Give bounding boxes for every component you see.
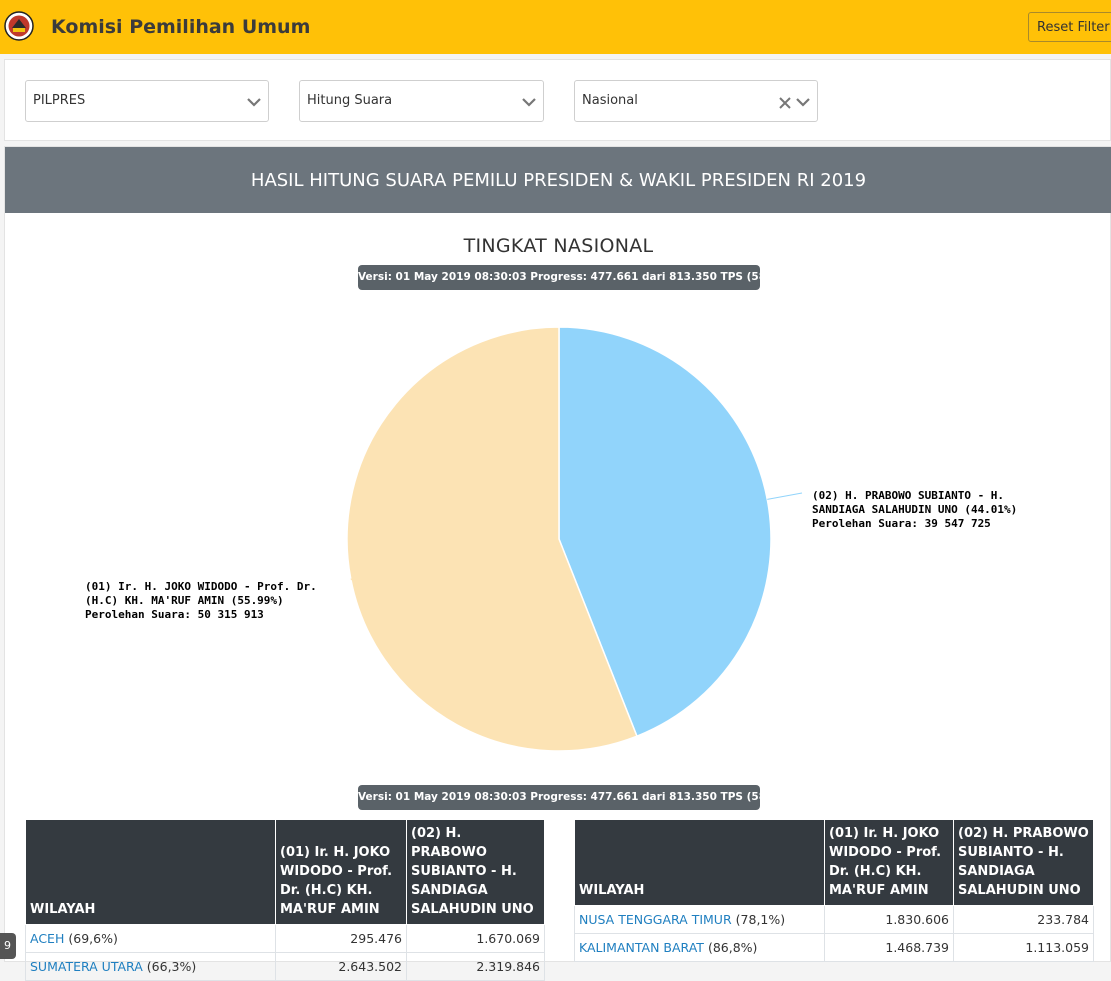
kpu-logo-icon [4, 11, 34, 41]
version-badge: Versi: 01 May 2019 08:30:03 Progress: 47… [358, 265, 822, 290]
region-link[interactable]: SUMATERA UTARA [30, 959, 143, 974]
region-select[interactable]: Nasional [574, 80, 818, 122]
header-wilayah[interactable]: WILAYAH [25, 819, 276, 925]
header-01-line: (01) Ir. H. JOKO [280, 845, 391, 860]
table-row: NUSA TENGGARA TIMUR (78,1%) 1.830.606 233… [574, 905, 1094, 934]
header-02-line: SUBIANTO - H. [958, 845, 1064, 860]
region-link[interactable]: ACEH [30, 931, 65, 946]
pie-chart [346, 326, 803, 752]
slice-label-02-line3: Perolehan Suara: 39 547 725 [812, 517, 991, 530]
pie-slice-02[interactable] [558, 326, 772, 738]
region-percent: (78,1%) [735, 912, 786, 927]
table-row: KALIMANTAN BARAT (86,8%) 1.468.739 1.113.… [574, 933, 1094, 962]
header-02-line: (02) H. PRABOWO [958, 826, 1089, 841]
panel-title: HASIL HITUNG SUARA PEMILU PRESIDEN & WAK… [5, 147, 1111, 213]
header-wilayah[interactable]: WILAYAH [574, 819, 825, 906]
slice-label-01-line3: Perolehan Suara: 50 315 913 [85, 608, 264, 621]
header-candidate-01[interactable]: (01) Ir. H. JOKO WIDODO - Prof. Dr. (H.C… [824, 819, 954, 906]
votes-01: 2.643.502 [275, 952, 407, 981]
clear-icon[interactable] [779, 97, 791, 109]
mode-select[interactable]: Hitung Suara [299, 80, 544, 122]
leader-line [767, 492, 803, 500]
region-select-value: Nasional [582, 93, 638, 108]
region-percent: (69,6%) [68, 931, 118, 946]
votes-02: 2.319.846 [406, 952, 545, 981]
table-header-row: WILAYAH (01) Ir. H. JOKO WIDODO - Prof. … [25, 819, 545, 925]
slice-label-02: (02) H. PRABOWO SUBIANTO - H. SANDIAGA S… [812, 489, 1017, 531]
header-candidate-02[interactable]: (02) H. PRABOWO SUBIANTO - H. SANDIAGA S… [406, 819, 545, 925]
results-panel: HASIL HITUNG SUARA PEMILU PRESIDEN & WAK… [4, 146, 1111, 981]
header-01-line: MA'RUF AMIN [829, 883, 929, 898]
table-header-row: WILAYAH (01) Ir. H. JOKO WIDODO - Prof. … [574, 819, 1094, 906]
chart-title: TINGKAT NASIONAL [463, 235, 654, 257]
header-01-line: WIDODO - Prof. [280, 864, 393, 879]
header-candidate-02[interactable]: (02) H. PRABOWO SUBIANTO - H. SANDIAGA S… [953, 819, 1094, 906]
top-navbar: Komisi Pemilihan Umum Reset Filter [0, 0, 1111, 54]
leader-line [350, 578, 353, 581]
header-01-line: (01) Ir. H. JOKO [829, 826, 940, 841]
side-tab-button[interactable]: 9 [0, 933, 16, 959]
votes-01: 1.468.739 [824, 933, 954, 962]
header-02-line: SALAHUDIN UNO [958, 883, 1081, 898]
votes-01: 1.830.606 [824, 905, 954, 934]
results-table-right: WILAYAH (01) Ir. H. JOKO WIDODO - Prof. … [574, 819, 1094, 962]
election-select[interactable]: PILPRES [25, 80, 269, 122]
mode-select-value: Hitung Suara [307, 93, 393, 108]
header-candidate-01[interactable]: (01) Ir. H. JOKO WIDODO - Prof. Dr. (H.C… [275, 819, 407, 925]
region-link[interactable]: KALIMANTAN BARAT [579, 940, 704, 955]
brand-title[interactable]: Komisi Pemilihan Umum [51, 16, 311, 38]
chevron-down-icon [796, 98, 810, 107]
region-percent: (66,3%) [146, 959, 197, 974]
region-link[interactable]: NUSA TENGGARA TIMUR [579, 912, 732, 927]
votes-02: 233.784 [953, 905, 1094, 934]
votes-01: 295.476 [275, 924, 407, 953]
header-02-line: SUBIANTO - H. [411, 864, 517, 879]
header-02-line: (02) H. PRABOWO [411, 826, 487, 860]
chevron-down-icon [247, 98, 261, 107]
slice-label-01-line1: (01) Ir. H. JOKO WIDODO - Prof. Dr. [85, 580, 317, 593]
region-percent: (86,8%) [707, 940, 758, 955]
header-01-line: MA'RUF AMIN [280, 902, 380, 917]
header-02-line: SALAHUDIN UNO [411, 902, 534, 917]
table-row: SUMATERA UTARA (66,3%) 2.643.502 2.319.84… [25, 952, 545, 981]
header-01-line: Dr. (H.C) KH. [829, 864, 922, 879]
election-select-value: PILPRES [33, 93, 86, 108]
votes-02: 1.113.059 [953, 933, 1094, 962]
header-01-line: Dr. (H.C) KH. [280, 883, 373, 898]
slice-label-01-line2: (H.C) KH. MA'RUF AMIN (55.99%) [85, 594, 284, 607]
header-02-line: SANDIAGA [411, 883, 488, 898]
version-badge-bottom: Versi: 01 May 2019 08:30:03 Progress: 47… [358, 785, 822, 810]
votes-02: 1.670.069 [406, 924, 545, 953]
reset-filter-button[interactable]: Reset Filter [1028, 12, 1111, 42]
table-row: ACEH (69,6%) 295.476 1.670.069 [25, 924, 545, 953]
slice-label-01: (01) Ir. H. JOKO WIDODO - Prof. Dr. (H.C… [85, 580, 317, 622]
header-02-line: SANDIAGA [958, 864, 1035, 879]
slice-label-02-line2: SANDIAGA SALAHUDIN UNO (44.01%) [812, 503, 1018, 516]
slice-label-02-line1: (02) H. PRABOWO SUBIANTO - H. [812, 489, 1005, 502]
results-table-left: WILAYAH (01) Ir. H. JOKO WIDODO - Prof. … [25, 819, 545, 981]
header-01-line: WIDODO - Prof. [829, 845, 942, 860]
filter-bar: PILPRES Hitung Suara Nasional [4, 59, 1111, 141]
chevron-down-icon [522, 98, 536, 107]
